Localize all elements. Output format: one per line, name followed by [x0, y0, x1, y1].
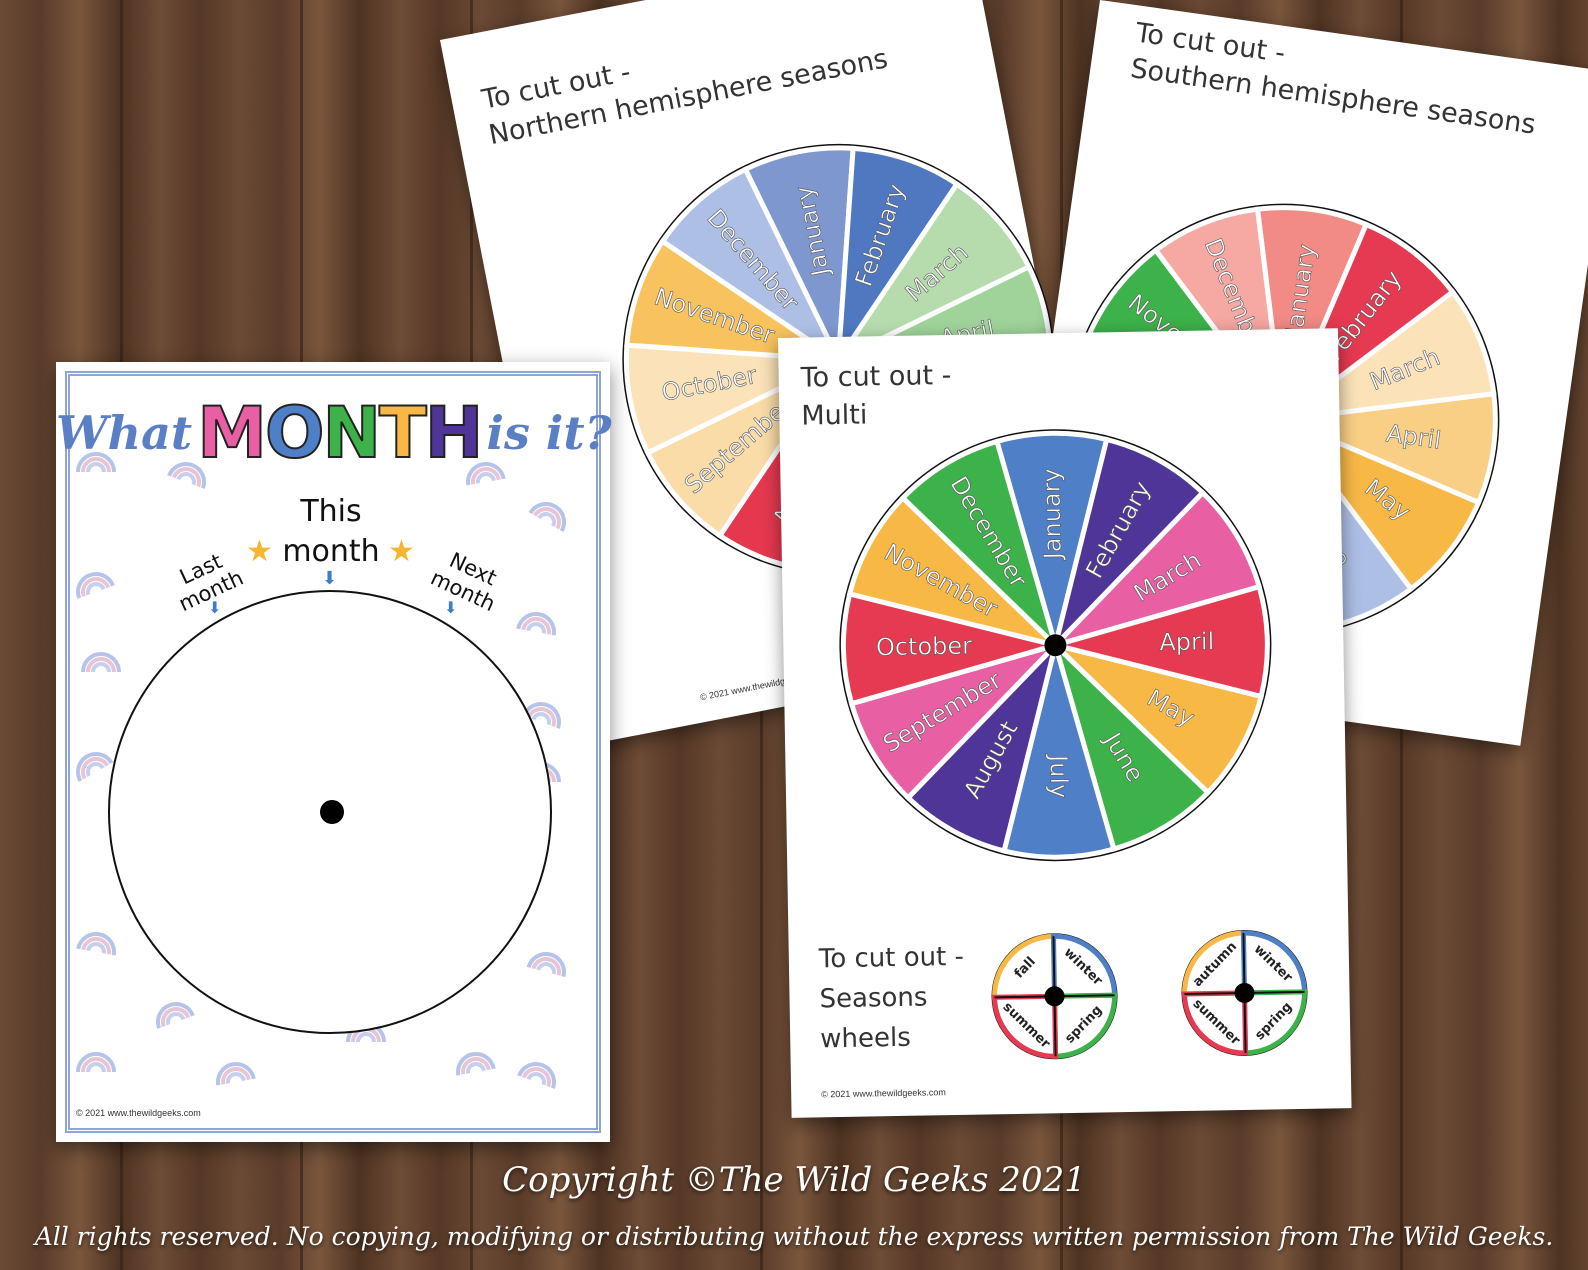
wheel-month-label: October — [876, 632, 973, 662]
center-pin — [320, 800, 344, 824]
rainbow-icon — [76, 452, 116, 473]
wheel-month-label: July — [1044, 753, 1073, 799]
rights-line: All rights reserved. No copying, modifyi… — [34, 1222, 1554, 1251]
rainbow-icon — [466, 462, 506, 486]
wheel-segment — [899, 438, 1061, 654]
rainbow-icon — [76, 572, 115, 599]
title-month-letter: H — [424, 391, 485, 475]
wheel-segment — [835, 145, 961, 370]
season-segment — [991, 993, 1059, 1059]
wheel-month-label: April — [1385, 419, 1443, 454]
title-month-letter: T — [378, 391, 428, 475]
main-footer: © 2021 www.thewildgeeks.com — [76, 1108, 201, 1118]
wheel-segment — [846, 494, 1064, 650]
main-title: What MONTH is it? — [56, 391, 612, 475]
main-sheet-border — [65, 371, 601, 1133]
wheel-segment — [1046, 640, 1265, 797]
rainbow-icon — [216, 1062, 256, 1086]
star-icon: ★ — [246, 534, 273, 569]
title-what: What — [56, 406, 193, 460]
wheel-segment — [742, 145, 856, 370]
seasons-label-line2: Seasons — [819, 982, 928, 1015]
wheel-segment — [659, 165, 845, 368]
arrow-down-icon: ⬇ — [208, 598, 222, 617]
multi-footer: © 2021 www.thewildgeeks.com — [821, 1087, 946, 1100]
rainbow-icon — [167, 462, 206, 489]
multi-title-line1: To cut out - — [800, 359, 952, 394]
season-segment — [1050, 933, 1118, 999]
wheel-segment — [904, 636, 1061, 854]
main-sheet: What MONTH is it? This month ★ ★ ⬇ Last … — [56, 362, 612, 1142]
multi-month-wheel: January FebruaryMarchAprilMayJuneJulyAugu… — [839, 429, 1272, 862]
wheel-segment — [831, 180, 1033, 367]
season-segment — [1051, 992, 1118, 1059]
arrow-down-icon: ⬇ — [322, 568, 338, 589]
season-segment — [992, 933, 1058, 1000]
wheel-segment — [1050, 436, 1207, 654]
rainbow-icon — [528, 502, 566, 532]
rainbow-icon — [76, 752, 114, 782]
wheel-segment — [1047, 489, 1263, 651]
wheel-segment — [848, 640, 1064, 802]
title-is-it: is it? — [486, 406, 612, 460]
title-month-word: MONTH — [196, 391, 485, 475]
wheel-segment — [993, 430, 1110, 655]
seasons-label-line1: To cut out - — [818, 941, 965, 975]
season-center-pin — [1234, 982, 1255, 1003]
title-month-letter: N — [321, 391, 382, 475]
seasons-label-line3: wheels — [819, 1022, 912, 1055]
title-month-letter: M — [196, 391, 268, 475]
wheel-segment — [1045, 583, 1270, 700]
rainbow-icon — [522, 702, 561, 729]
wheel-segment — [1050, 636, 1212, 853]
rainbow-icon — [526, 952, 566, 978]
rainbow-icon — [81, 652, 121, 673]
rainbow-icon — [517, 1062, 556, 1089]
wheel-segment — [1001, 635, 1117, 860]
rainbow-icon — [516, 612, 556, 636]
rainbow-icon — [76, 932, 116, 956]
season-center-pin — [1044, 986, 1065, 1007]
season-segment — [1181, 990, 1249, 1056]
wheel-month-label: April — [1159, 627, 1214, 656]
wheel-segment — [624, 237, 848, 364]
wheel-segment — [840, 590, 1066, 707]
wheel-center-pin — [1044, 634, 1067, 657]
label-this: This — [300, 494, 362, 529]
title-month-letter: O — [264, 391, 325, 475]
wheel-month-label: January — [1037, 468, 1067, 561]
season-segment — [1182, 930, 1248, 997]
season-segment — [1241, 989, 1307, 1056]
multi-sheet: To cut out - Multi January February March A… — [778, 328, 1352, 1118]
season-segment — [1240, 930, 1308, 996]
rainbow-icon — [76, 1052, 116, 1073]
rainbow-icon — [456, 1052, 496, 1076]
copyright-line: Copyright ©The Wild Geeks 2021 — [502, 1160, 1086, 1200]
star-icon: ★ — [388, 534, 415, 569]
label-this-month: month — [282, 534, 380, 569]
arrow-down-icon: ⬇ — [444, 598, 458, 617]
rainbow-icon — [156, 1002, 195, 1029]
